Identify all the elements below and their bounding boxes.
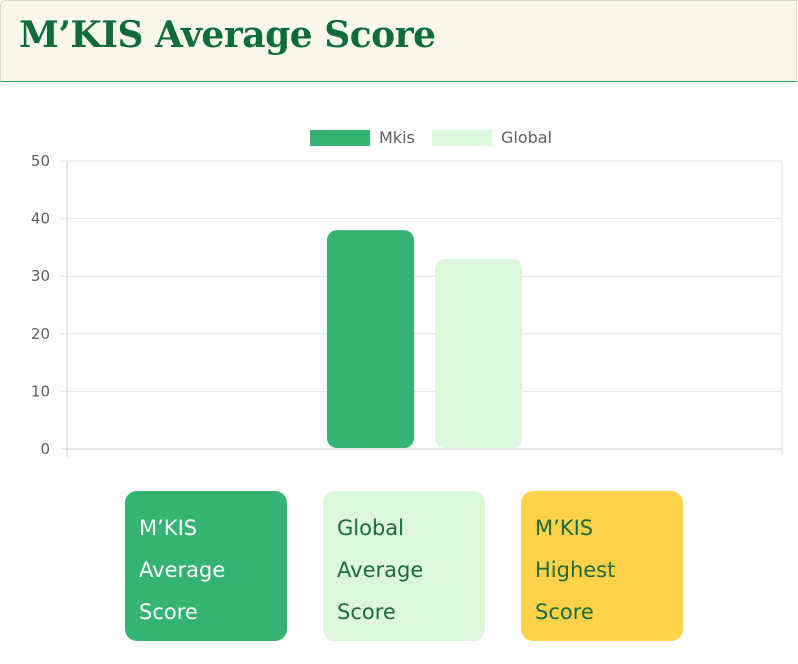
legend-label-global: Global — [501, 128, 552, 147]
score-cards: M’KIS Average Score Global Average Score… — [0, 491, 798, 643]
y-tick-label: 0 — [40, 440, 50, 458]
legend-label-mkis: Mkis — [379, 128, 415, 147]
page-header: M’KIS Average Score — [0, 0, 797, 82]
mkis-highest-card[interactable]: M’KIS Highest Score — [521, 491, 683, 641]
legend-swatch-global — [432, 130, 492, 146]
score-chart: 0 10 20 30 40 50 Mkis Global — [0, 118, 798, 468]
card-line: Average — [139, 558, 226, 582]
card-line: Score — [337, 600, 396, 624]
page-title: M’KIS Average Score — [19, 14, 436, 56]
card-line: M’KIS — [535, 516, 594, 540]
bar-global — [435, 258, 522, 448]
mkis-average-card[interactable]: M’KIS Average Score — [125, 491, 287, 641]
y-tick-label: 20 — [31, 325, 50, 343]
card-line: Highest — [535, 558, 616, 582]
chart-svg: 0 10 20 30 40 50 Mkis Global — [31, 128, 783, 458]
y-tick-label: 30 — [31, 267, 50, 285]
card-line: Score — [535, 600, 594, 624]
card-line: Global — [337, 516, 404, 540]
legend-swatch-mkis — [310, 130, 370, 146]
card-line: Average — [337, 558, 424, 582]
y-tick-label: 50 — [31, 152, 50, 170]
y-tick-label: 10 — [31, 382, 50, 400]
global-average-card[interactable]: Global Average Score — [323, 491, 485, 641]
card-line: M’KIS — [139, 516, 198, 540]
y-tick-label: 40 — [31, 210, 50, 228]
bar-mkis — [327, 230, 414, 448]
card-line: Score — [139, 600, 198, 624]
